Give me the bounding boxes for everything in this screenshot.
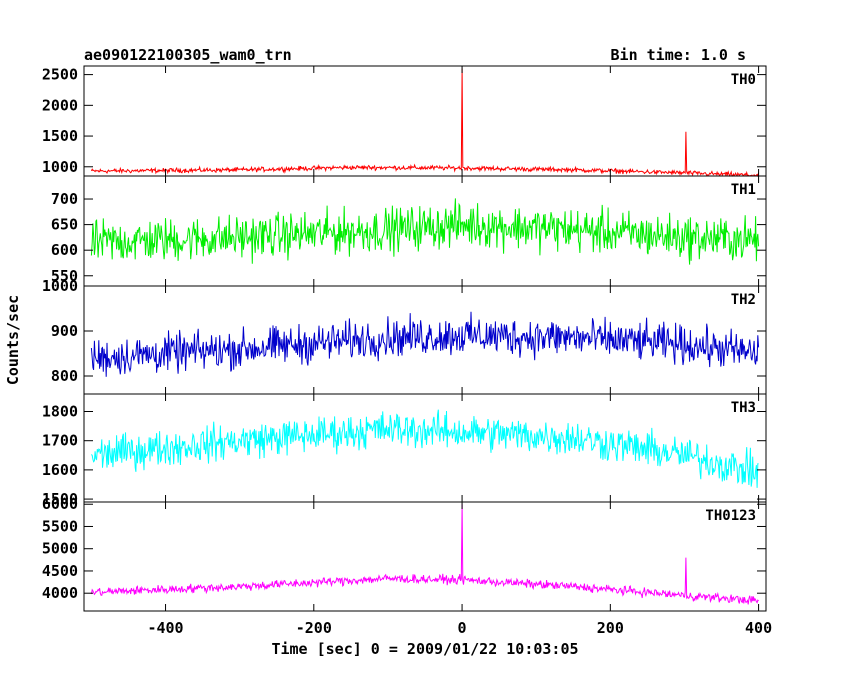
ytick-label-th0123: 6000 — [42, 495, 78, 513]
ytick-label-th1: 700 — [51, 190, 78, 208]
xtick-label: 200 — [597, 619, 624, 637]
ytick-label-th0: 2000 — [42, 96, 78, 114]
panel-th2-label: TH2 — [731, 292, 756, 308]
ytick-label-th0123: 4500 — [42, 562, 78, 580]
ytick-label-th3: 1600 — [42, 461, 78, 479]
ytick-label-th0123: 5000 — [42, 540, 78, 558]
ytick-label-th2: 800 — [51, 367, 78, 385]
series-th3-line — [91, 409, 759, 488]
chart-title: ae090122100305_wam0_trn — [84, 46, 292, 64]
ytick-label-th3: 1500 — [42, 490, 78, 508]
y-axis-label: Counts/sec — [4, 295, 22, 385]
panel-th1-label: TH1 — [731, 182, 756, 198]
panel-th0-frame — [83, 65, 767, 177]
xtick-label: -400 — [147, 619, 183, 637]
ytick-label-th1: 650 — [51, 216, 78, 234]
series-th0-line — [90, 68, 760, 178]
panel-th0123-label: TH0123 — [705, 508, 756, 524]
panel-th0-label: TH0 — [731, 72, 756, 88]
xtick-label: 400 — [745, 619, 772, 637]
panel-th0123-frame — [83, 501, 767, 612]
ytick-label-th2: 1000 — [42, 277, 78, 295]
x-axis-label: Time [sec] 0 = 2009/01/22 10:03:05 — [271, 640, 578, 658]
ytick-label-th2: 900 — [51, 322, 78, 340]
ytick-label-th1: 550 — [51, 267, 78, 285]
ytick-label-th0: 2500 — [42, 66, 78, 84]
ytick-label-th0123: 5500 — [42, 517, 78, 535]
bin-time-label: Bin time: 1.0 s — [611, 46, 746, 64]
ytick-label-th0: 1000 — [42, 158, 78, 176]
ytick-label-th1: 600 — [51, 241, 78, 259]
ytick-label-th3: 1800 — [42, 403, 78, 421]
ytick-label-th0123: 4000 — [42, 584, 78, 602]
ytick-label-th3: 1700 — [42, 432, 78, 450]
xtick-label: -200 — [296, 619, 332, 637]
ytick-label-th0: 1500 — [42, 127, 78, 145]
series-th2-line — [90, 311, 760, 377]
series-th1-line — [90, 198, 760, 265]
xtick-label: 0 — [458, 619, 467, 637]
series-th0123-line — [90, 504, 759, 605]
panel-th3-label: TH3 — [731, 400, 756, 416]
